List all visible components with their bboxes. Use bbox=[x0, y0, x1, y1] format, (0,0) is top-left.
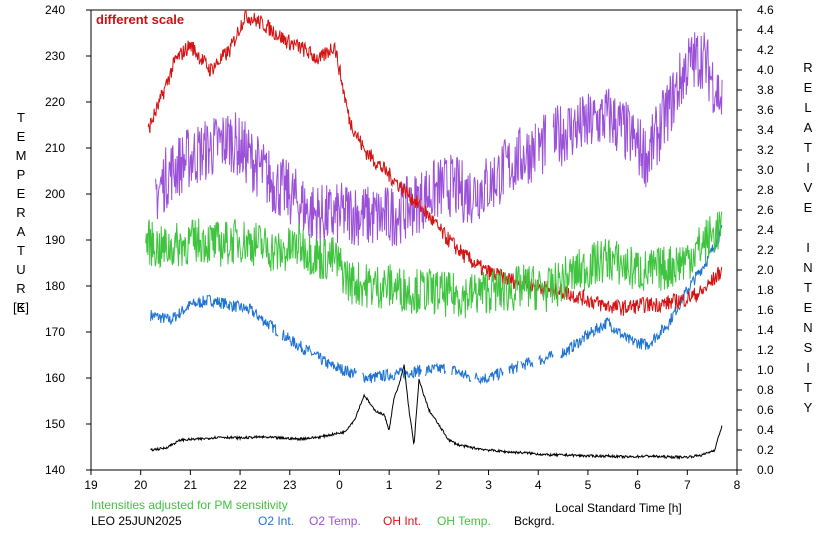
series-line-o2temp bbox=[155, 32, 723, 247]
left-tick-label: 230 bbox=[45, 49, 65, 63]
right-tick-label: 3.8 bbox=[757, 83, 774, 97]
x-tick-label: 3 bbox=[485, 478, 492, 492]
footnote-pm-sensitivity: Intensities adjusted for PM sensitivity bbox=[91, 498, 288, 512]
right-tick-label: 1.2 bbox=[757, 343, 774, 357]
right-tick-label: 4.6 bbox=[757, 3, 774, 17]
x-tick-label: 5 bbox=[585, 478, 592, 492]
right-tick-label: 0.0 bbox=[757, 463, 774, 477]
left-tick-label: 210 bbox=[45, 141, 65, 155]
annotation-different-scale: different scale bbox=[96, 12, 184, 27]
legend-o2-temp: O2 Temp. bbox=[309, 514, 361, 528]
right-tick-label: 2.6 bbox=[757, 203, 774, 217]
right-tick-label: 4.0 bbox=[757, 63, 774, 77]
right-tick-label: 0.4 bbox=[757, 423, 774, 437]
station-date: LEO 25JUN2025 bbox=[91, 514, 182, 528]
right-tick-label: 0.6 bbox=[757, 403, 774, 417]
right-tick-label: 0.2 bbox=[757, 443, 774, 457]
legend-oh-int: OH Int. bbox=[383, 514, 422, 528]
right-tick-label: 2.0 bbox=[757, 263, 774, 277]
left-tick-label: 200 bbox=[45, 187, 65, 201]
x-tick-label: 20 bbox=[134, 478, 148, 492]
series-line-bckgrd bbox=[150, 364, 723, 460]
right-tick-label: 4.4 bbox=[757, 23, 774, 37]
left-tick-label: 140 bbox=[45, 463, 65, 477]
x-tick-label: 0 bbox=[336, 478, 343, 492]
series-line-ohint bbox=[147, 9, 723, 316]
right-tick-label: 2.8 bbox=[757, 183, 774, 197]
right-tick-label: 0.8 bbox=[757, 383, 774, 397]
right-tick-label: 1.8 bbox=[757, 283, 774, 297]
right-tick-label: 3.0 bbox=[757, 163, 774, 177]
x-tick-label: 7 bbox=[684, 478, 691, 492]
right-tick-label: 2.2 bbox=[757, 243, 774, 257]
left-tick-label: 190 bbox=[45, 233, 65, 247]
x-tick-label: 19 bbox=[84, 478, 98, 492]
left-tick-label: 170 bbox=[45, 325, 65, 339]
series-line-ohtemp bbox=[145, 211, 723, 319]
x-tick-label: 6 bbox=[634, 478, 641, 492]
right-tick-label: 1.6 bbox=[757, 303, 774, 317]
legend-bckgrd: Bckgrd. bbox=[514, 514, 555, 528]
left-axis-unit: [K] bbox=[13, 300, 29, 315]
x-tick-label: 1 bbox=[386, 478, 393, 492]
legend-oh-temp: OH Temp. bbox=[437, 514, 491, 528]
left-tick-label: 180 bbox=[45, 279, 65, 293]
right-tick-label: 4.2 bbox=[757, 43, 774, 57]
series-layer bbox=[145, 9, 723, 460]
left-axis-title: T E M P E R A T U R E bbox=[15, 110, 27, 315]
x-tick-label: 21 bbox=[184, 478, 198, 492]
right-tick-label: 3.6 bbox=[757, 103, 774, 117]
series-line-o2int bbox=[150, 224, 723, 385]
x-tick-label: 8 bbox=[734, 478, 741, 492]
x-axis-title: Local Standard Time [h] bbox=[555, 501, 682, 515]
x-tick-label: 4 bbox=[535, 478, 542, 492]
axes: 19 20 21 22 23 0 1 2 3 4 5 6 7 8140150160170180190200… bbox=[45, 3, 774, 492]
x-tick-label: 2 bbox=[436, 478, 443, 492]
right-tick-label: 1.4 bbox=[757, 323, 774, 337]
left-tick-label: 240 bbox=[45, 3, 65, 17]
x-tick-label: 22 bbox=[233, 478, 247, 492]
right-tick-label: 1.0 bbox=[757, 363, 774, 377]
right-tick-label: 3.4 bbox=[757, 123, 774, 137]
left-tick-label: 160 bbox=[45, 371, 65, 385]
right-axis-title: R E L A T I V E I N T E N S I T Y bbox=[803, 60, 813, 415]
legend-o2-int: O2 Int. bbox=[258, 514, 295, 528]
left-tick-label: 220 bbox=[45, 95, 65, 109]
right-tick-label: 2.4 bbox=[757, 223, 774, 237]
left-tick-label: 150 bbox=[45, 417, 65, 431]
x-tick-label: 23 bbox=[283, 478, 297, 492]
right-tick-label: 3.2 bbox=[757, 143, 774, 157]
